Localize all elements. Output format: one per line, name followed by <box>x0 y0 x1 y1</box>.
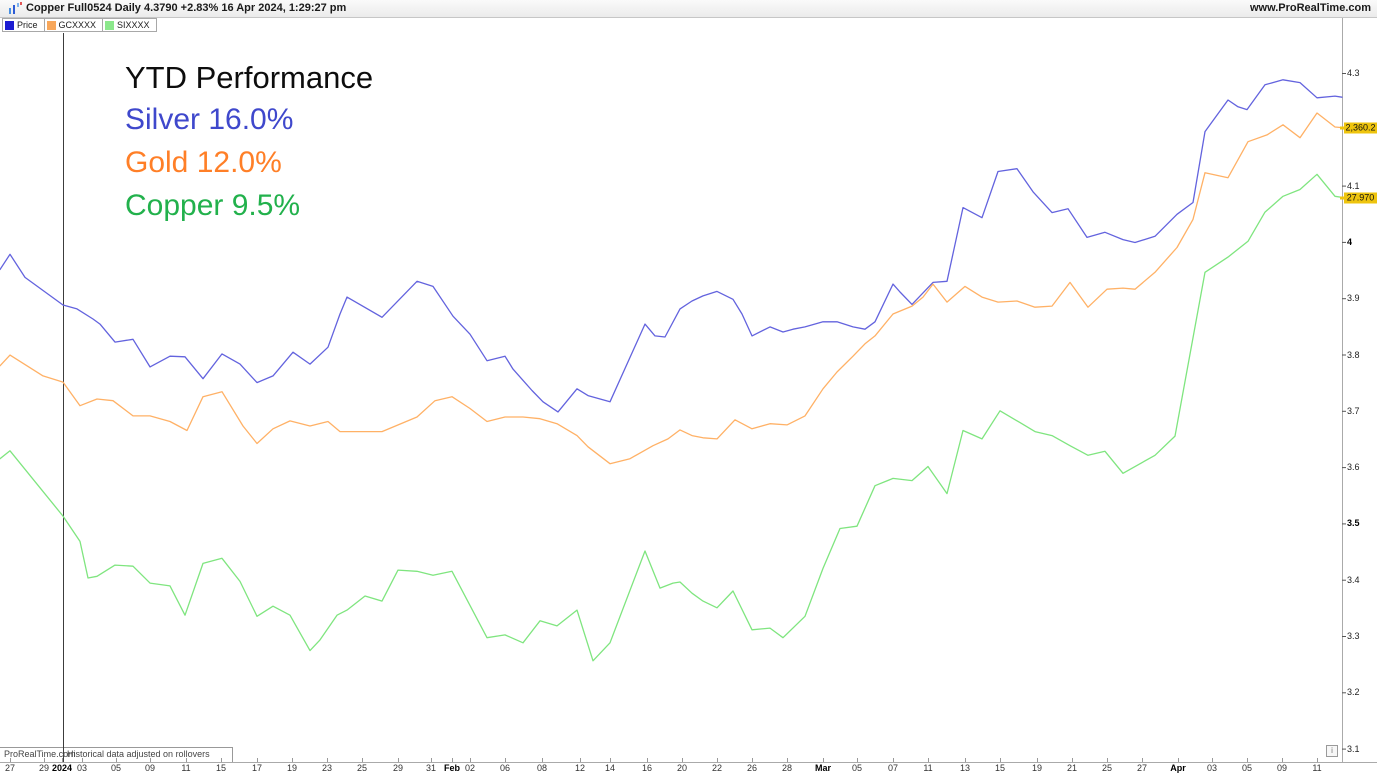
x-axis-label: 03 <box>1206 763 1218 773</box>
x-axis-label: 15 <box>994 763 1006 773</box>
x-axis-label: 05 <box>1241 763 1253 773</box>
x-axis-label: 20 <box>676 763 688 773</box>
y-axis-label: 3.9 <box>1347 293 1360 304</box>
x-axis-label: 02 <box>464 763 476 773</box>
x-axis-label: 21 <box>1066 763 1078 773</box>
x-axis-label: Feb <box>443 763 461 773</box>
price-line-sixxxx[interactable] <box>0 173 1343 662</box>
price-line-gcxxxx[interactable] <box>0 112 1343 465</box>
y-axis-label: 3.3 <box>1347 631 1360 641</box>
x-axis-label: 11 <box>923 763 933 773</box>
info-icon[interactable]: i <box>1326 745 1338 757</box>
legend-label-gcxxxx: GCXXXX <box>58 20 97 30</box>
y-axis-label: 4.3 <box>1347 68 1360 78</box>
website-label: www.ProRealTime.com <box>1249 2 1371 14</box>
x-axis-label: 23 <box>321 763 333 773</box>
x-axis-label: 19 <box>1031 763 1043 773</box>
x-axis-label: 07 <box>887 763 899 773</box>
title-bar: Copper Full0524 Daily 4.3790 +2.83% 16 A… <box>0 0 1377 18</box>
y-axis-label: 3.4 <box>1347 574 1360 585</box>
legend-swatch-gcxxxx <box>46 20 56 30</box>
y-axis-label: 4.1 <box>1347 180 1360 191</box>
x-axis-label: 15 <box>215 763 227 773</box>
ytd-annotation-title: YTD Performance <box>125 60 374 95</box>
x-axis-label: 29 <box>392 763 404 773</box>
legend-chip-price[interactable]: Price <box>2 18 45 32</box>
ytd-annotation: YTD Performance Silver 16.0% Gold 12.0% Co… <box>125 62 373 234</box>
y-axis-label: 3.1 <box>1347 743 1360 754</box>
y-axis-label: 3.7 <box>1347 405 1360 416</box>
x-axis-label: 12 <box>574 763 586 773</box>
x-axis-label: Apr <box>1170 763 1186 773</box>
x-axis-label: 11 <box>1312 763 1322 773</box>
instrument-title: Copper Full0524 Daily 4.3790 +2.83% 16 A… <box>26 2 347 14</box>
legend-chip-sixxxx[interactable]: SIXXXX <box>102 18 157 32</box>
x-axis-label: 17 <box>251 763 263 773</box>
legend-row: Price GCXXXX SIXXXX <box>2 18 157 32</box>
x-axis-label: 09 <box>1276 763 1288 773</box>
x-axis-label: 25 <box>1101 763 1113 773</box>
last-price-tag: 2,360.2 <box>1340 122 1377 134</box>
legend-label-sixxxx: SIXXXX <box>117 20 150 30</box>
x-axis-label: 08 <box>536 763 548 773</box>
x-axis-label: 26 <box>746 763 758 773</box>
legend-label-price: Price <box>17 20 38 30</box>
x-axis-label: 05 <box>851 763 863 773</box>
y-axis-label: 3.8 <box>1347 349 1360 360</box>
x-axis-label: 2024 <box>51 763 73 773</box>
y-axis-label: 3.6 <box>1347 462 1360 473</box>
y-axis-label: 4 <box>1347 236 1353 247</box>
x-axis-label: 25 <box>356 763 368 773</box>
footer-rollover-note: Historical data adjusted on rollovers <box>67 749 210 759</box>
x-axis-label: 03 <box>76 763 88 773</box>
x-axis-label: Mar <box>814 763 832 773</box>
x-axis-label: 06 <box>499 763 511 773</box>
ytd-annotation-line-0: Silver 16.0% <box>125 103 294 136</box>
x-axis-label: 16 <box>641 763 653 773</box>
chart-icon <box>9 2 22 14</box>
x-axis-label: 29 <box>38 763 50 773</box>
x-axis-label: 22 <box>711 763 723 773</box>
x-axis-label: 09 <box>144 763 156 773</box>
x-axis-label: 14 <box>604 763 616 773</box>
last-price-tag: 27.970 <box>1340 192 1377 204</box>
x-axis-label: 11 <box>181 763 191 773</box>
x-axis-label: 28 <box>781 763 793 773</box>
x-axis-label: 27 <box>1136 763 1148 773</box>
y-axis-label: 3.5 <box>1347 518 1360 529</box>
y-axis-label: 3.2 <box>1347 687 1360 698</box>
x-axis-label: 13 <box>959 763 971 773</box>
ytd-annotation-line-2: Copper 9.5% <box>125 189 301 222</box>
footer-brand: ProRealTime.com <box>4 749 76 759</box>
legend-swatch-sixxxx <box>105 20 115 30</box>
ytd-annotation-line-1: Gold 12.0% <box>125 146 282 179</box>
x-axis-label: 27 <box>4 763 16 773</box>
legend-swatch-price <box>5 20 14 30</box>
x-axis-label: 05 <box>110 763 122 773</box>
price-line-price[interactable] <box>0 79 1343 413</box>
x-axis-label: 31 <box>425 763 437 773</box>
x-axis-label: 19 <box>286 763 298 773</box>
